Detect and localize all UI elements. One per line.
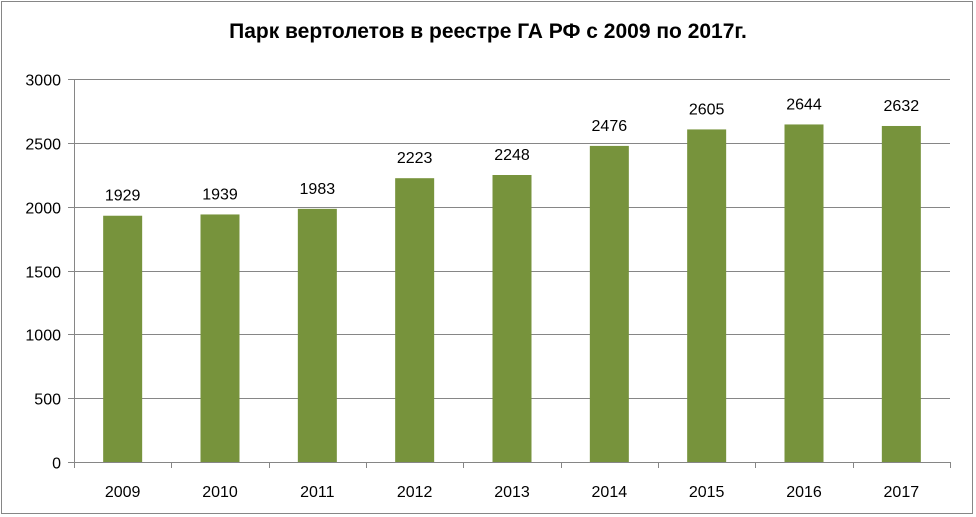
- bar-2011: [297, 208, 337, 462]
- chart-title: Парк вертолетов в реестре ГА РФ с 2009 п…: [229, 20, 747, 43]
- data-label: 2248: [494, 147, 530, 164]
- data-label: 2476: [592, 118, 628, 135]
- data-label: 2644: [786, 96, 822, 113]
- x-tick-label: 2012: [397, 484, 433, 501]
- y-tick-label: 0: [52, 456, 61, 473]
- x-tick-label: 2017: [884, 484, 920, 501]
- y-tick-label: 3000: [25, 73, 61, 90]
- bars: [103, 124, 921, 463]
- data-label: 2223: [397, 150, 433, 167]
- y-tick-label: 2500: [25, 137, 61, 154]
- bar-2009: [103, 215, 143, 462]
- y-tick-label: 500: [34, 392, 61, 409]
- x-tick-label: 2010: [202, 484, 238, 501]
- x-tick-label: 2014: [592, 484, 628, 501]
- y-tick-label: 2000: [25, 201, 61, 218]
- x-tick-label: 2009: [105, 484, 141, 501]
- axes: 0 500 1000 1500 2000 2500 3000 2009 2010 2011 2012…: [25, 73, 951, 501]
- bar-2014: [589, 145, 629, 462]
- x-tick-label: 2016: [786, 484, 822, 501]
- data-label: 2632: [884, 98, 920, 115]
- y-tick-label: 1500: [25, 265, 61, 282]
- x-tick-label: 2011: [300, 484, 335, 501]
- x-tick-label: 2015: [689, 484, 725, 501]
- bar-2016: [784, 124, 824, 462]
- data-labels: 1929 1939 1983 2223 2248 2476 2605 2644 2632: [105, 96, 919, 204]
- data-label: 1939: [202, 186, 238, 203]
- bar-2010: [200, 214, 240, 462]
- x-tick-label: 2013: [494, 484, 530, 501]
- bar-2012: [395, 178, 435, 462]
- data-label: 2605: [689, 101, 725, 118]
- bar-2015: [687, 129, 727, 462]
- y-tick-label: 1000: [25, 328, 61, 345]
- data-label: 1929: [105, 188, 141, 205]
- data-label: 1983: [300, 181, 336, 198]
- bar-2013: [492, 175, 532, 462]
- bar-2017: [881, 125, 921, 463]
